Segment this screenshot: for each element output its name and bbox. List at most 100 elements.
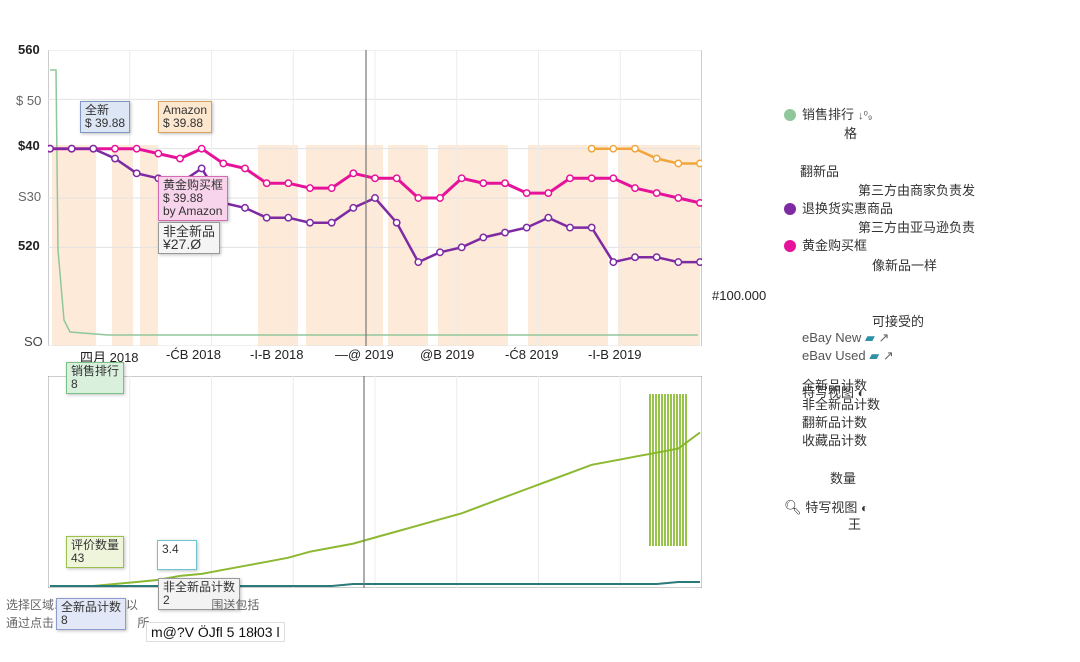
data-point <box>587 144 596 153</box>
data-point <box>674 194 683 202</box>
data-point <box>631 144 639 153</box>
data-point <box>349 169 358 178</box>
tooltip-rating: 3.4 <box>157 540 197 570</box>
sort-icon[interactable]: ↓⁰₉ <box>858 110 873 122</box>
legend-ebay-new[interactable]: eBay New ▰ ↗ <box>802 330 889 346</box>
top-plot[interactable] <box>48 50 702 346</box>
legend-buy-box[interactable]: 黄金购买框 <box>784 235 867 254</box>
legend-label: 销售排行 <box>802 107 855 122</box>
tooltip-review-count: 评价数量 43 <box>66 536 125 568</box>
data-point <box>457 243 466 252</box>
legend-closeup-sub: 王 <box>848 517 862 532</box>
legend-third-party-fba[interactable]: 第三方由亚马逊负责 <box>858 220 976 235</box>
external-link-icon[interactable]: ↗ <box>878 330 890 345</box>
data-point <box>674 258 683 267</box>
legend-label: eBav Used <box>802 348 866 363</box>
truck-icon: ▰ <box>864 330 875 345</box>
legend-third-party-fbm[interactable]: 第三方由商家负责发 <box>858 183 976 198</box>
legend-sales-rank[interactable]: 销售排行 ↓⁰₉ <box>784 104 872 123</box>
legend-special-view[interactable]: 特写视图 ◐ <box>802 382 865 401</box>
x-tick-label: -ĆB 2018 <box>166 347 221 362</box>
data-point <box>414 258 423 267</box>
search-icon[interactable]: 🔍︎ <box>784 499 802 515</box>
data-point <box>479 179 488 188</box>
toggle-icon[interactable]: ◐ <box>857 386 865 400</box>
data-point <box>327 218 336 227</box>
bottom-plot[interactable] <box>48 376 702 588</box>
top-chart[interactable]: 560 $ 50 $40 S30 520 SO 四月 2018 -ĆB 2018… <box>0 0 780 372</box>
legend-label: 退换货实惠商品 <box>802 201 894 216</box>
data-point <box>241 203 249 212</box>
data-point <box>544 213 553 222</box>
x-tick-label: -I-B 2019 <box>588 347 642 362</box>
legend-panel: 销售排行 ↓⁰₉ 格 翻新品 第三方由商家负责发 退换货实惠商品 第三方由亚马逊负… <box>780 0 1080 662</box>
legend-used-count[interactable]: 非全新品计数 <box>802 397 881 412</box>
legend-quantity[interactable]: 数量 <box>830 471 857 486</box>
data-point <box>696 198 702 207</box>
legend-acceptable[interactable]: 可接受的 <box>872 314 925 329</box>
series-line <box>50 69 698 336</box>
data-point <box>696 159 702 168</box>
data-point <box>436 248 444 257</box>
data-point <box>501 179 509 188</box>
tooltip-value: 3.4 <box>162 542 179 556</box>
data-point <box>522 189 531 198</box>
tooltip-by: by Amazon <box>163 204 223 218</box>
tooltip-value: 2 <box>163 593 170 607</box>
data-point <box>501 228 509 237</box>
legend-label: 特写视图 <box>805 500 858 515</box>
legend-refurbished[interactable]: 翻新品 <box>800 164 840 179</box>
legend-closeup-view[interactable]: 🔍︎ 特写视图 ◐ <box>784 497 868 516</box>
legend-refurb-count[interactable]: 翻新品计数 <box>802 415 868 430</box>
tooltip-sales-rank: 销售排行 8 <box>66 362 125 394</box>
legend-new-count-overlay[interactable]: 全新品计数 <box>802 378 868 393</box>
legend-collectible-count[interactable]: 收藏品计数 <box>802 433 868 448</box>
data-point <box>696 258 702 267</box>
data-point <box>392 174 401 183</box>
data-point <box>522 223 531 232</box>
legend-label: 黄金购买框 <box>802 238 868 253</box>
availability-band <box>140 145 158 346</box>
data-point <box>457 174 466 183</box>
sales-rank-dot <box>784 109 796 121</box>
data-point <box>48 144 54 153</box>
data-point <box>176 154 184 163</box>
data-point <box>262 179 271 188</box>
data-point <box>631 253 639 262</box>
data-point <box>479 233 488 242</box>
data-point <box>652 253 661 262</box>
tooltip-title: 黄金购买框 <box>163 178 224 192</box>
tooltip-value: 43 <box>71 551 85 565</box>
data-point <box>111 154 119 163</box>
legend-sales-rank-sub: 格 <box>844 126 858 141</box>
y-tick-label: S30 <box>18 189 42 204</box>
buy-box-dot <box>784 240 796 252</box>
external-link-icon[interactable]: ↗ <box>882 348 894 363</box>
data-point <box>652 189 661 198</box>
tooltip-value: ¥27.Ø <box>163 236 202 252</box>
data-point <box>67 144 76 153</box>
legend-like-new[interactable]: 像新品一样 <box>872 258 938 273</box>
data-point <box>371 174 379 183</box>
data-point <box>197 144 206 153</box>
tooltip-value: $ 39.88 <box>85 116 126 130</box>
legend-label: 特写视图 <box>802 385 855 400</box>
right-axis-label: #100.000 <box>712 288 767 303</box>
data-point <box>566 223 574 232</box>
tooltip-title: 非全新品 <box>163 224 216 239</box>
legend-ebay-used[interactable]: eBav Used ▰ ↗ <box>802 348 894 364</box>
tooltip-title: 非全新品计数 <box>163 580 236 594</box>
tooltip-used-count: 非全新品计数 2 <box>158 578 241 610</box>
data-point <box>89 144 98 153</box>
data-point <box>609 174 618 183</box>
data-point <box>306 184 314 193</box>
data-point <box>414 194 423 202</box>
tooltip-value: $ 39.88 <box>163 191 204 205</box>
garbled-caption: m@?V ÖJfl 5 18ł03 l <box>146 622 285 642</box>
data-point <box>327 184 336 193</box>
availability-band <box>52 145 96 346</box>
tooltip-amazon: Amazon $ 39.88 <box>158 101 213 133</box>
legend-warehouse-deals[interactable]: 退换货实惠商品 <box>784 198 893 217</box>
toggle-icon[interactable]: ◐ <box>861 501 869 515</box>
bottom-chart[interactable]: 销售排行 8 评价数量 43 3.4 非全新品计数 2 选择区域以放大。再击以 … <box>0 362 780 662</box>
